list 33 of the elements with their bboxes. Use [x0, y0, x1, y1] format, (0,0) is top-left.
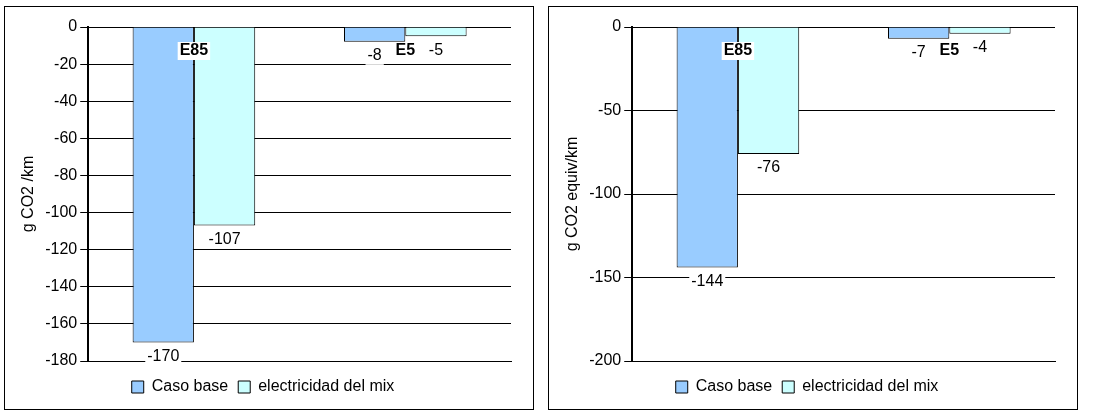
legend-label: Caso base — [695, 377, 773, 395]
data-label: -144 — [691, 271, 724, 289]
y-tick-label: -20 — [54, 54, 78, 72]
x-tick-label: E5 — [939, 41, 960, 59]
legend-label: electricidad del mix — [258, 377, 395, 395]
legend-label: electricidad del mix — [802, 377, 939, 395]
y-tick-label: -50 — [598, 100, 622, 118]
data-label: -76 — [757, 158, 781, 176]
y-tick-label: -200 — [589, 351, 622, 369]
y-axis-title: g CO2 equiv/km — [563, 136, 581, 252]
legend-label: Caso base — [151, 377, 229, 395]
data-label: -107 — [208, 229, 241, 247]
y-tick-label: -160 — [45, 314, 78, 332]
y-tick-label: -150 — [589, 267, 622, 285]
data-label: -4 — [972, 38, 988, 56]
data-label: -5 — [428, 40, 444, 58]
y-tick-label: -180 — [45, 351, 78, 369]
y-tick-label: -140 — [45, 277, 78, 295]
data-label: -170 — [147, 346, 180, 364]
y-tick-label: -100 — [589, 184, 622, 202]
y-axis-title: g CO2 /km — [19, 155, 37, 233]
y-tick-label: -120 — [45, 240, 78, 258]
y-tick-label: 0 — [68, 17, 78, 35]
x-tick-label: E85 — [723, 41, 753, 59]
x-tick-label: E85 — [179, 41, 209, 59]
y-tick-label: 0 — [612, 17, 622, 35]
y-tick-label: -100 — [45, 202, 78, 220]
data-label: -8 — [367, 46, 382, 64]
data-label: -7 — [911, 43, 926, 61]
y-tick-label: -40 — [54, 91, 78, 109]
x-tick-label: E5 — [395, 41, 416, 59]
y-tick-label: -80 — [54, 165, 78, 183]
y-tick-label: -60 — [54, 128, 78, 146]
